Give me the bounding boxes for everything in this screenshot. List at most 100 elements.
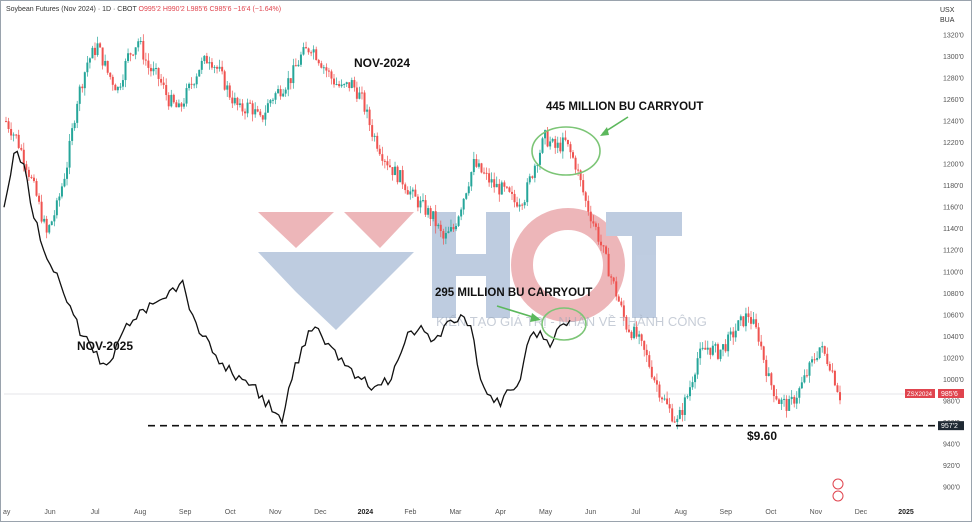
nov-2025-label: NOV-2025 [77, 339, 133, 353]
candle-body [223, 71, 226, 90]
candle-body [307, 48, 310, 53]
candle-body [582, 180, 585, 193]
candle-body [795, 397, 798, 404]
candle-body [584, 192, 587, 201]
candle-body [368, 109, 371, 126]
candle-body [640, 334, 643, 341]
candle-body [594, 223, 597, 227]
alert-icon[interactable] [832, 478, 844, 490]
candle-body [358, 92, 361, 99]
candle-body [111, 76, 114, 85]
candle-body [162, 82, 165, 86]
candle-body [823, 346, 826, 354]
candle-body [43, 218, 46, 222]
carryout-445-label: 445 MILLION BU CARRYOUT [546, 101, 703, 113]
candle-body [688, 387, 691, 397]
candle-body [752, 319, 755, 324]
x-tick-label: Aug [134, 509, 147, 516]
candle-body [696, 358, 699, 375]
candle-body [78, 86, 81, 104]
price-axis[interactable]: 1320'0 1300'0 1280'0 1260'0 1240'0 1220'0 1200… [943, 33, 964, 492]
candle-body [719, 349, 722, 359]
candle-body [836, 385, 839, 393]
y-tick-label: 1300'0 [943, 54, 964, 61]
candle-body [663, 398, 666, 400]
candle-body [12, 134, 15, 136]
x-tick-label: Oct [225, 509, 236, 516]
candle-body [447, 231, 450, 234]
candle-body [676, 418, 679, 423]
candle-body [277, 89, 280, 94]
candle-body [605, 246, 608, 254]
candle-body [780, 399, 783, 404]
symbol-title[interactable]: Soybean Futures (Nov 2024) · 1D · CBOT [6, 6, 137, 13]
candle-body [355, 87, 358, 99]
candle-body [432, 211, 435, 220]
watermark-red-triangle-left [258, 212, 334, 248]
watermark-letter-t-stem [632, 212, 656, 318]
candle-body [305, 47, 308, 49]
candle-body [261, 115, 264, 120]
candle-body [625, 316, 628, 330]
candle-body [254, 109, 257, 115]
candle-body [73, 122, 76, 129]
candle-body [231, 97, 234, 104]
y-tick-label: 1120'0 [943, 248, 963, 255]
candle-body [330, 71, 333, 79]
candle-body [607, 253, 610, 277]
candle-body [284, 89, 287, 94]
candle-body [648, 355, 651, 367]
candle-body [360, 92, 363, 94]
candle-body [213, 66, 216, 68]
candle-body [546, 130, 549, 147]
candle-body [785, 398, 788, 411]
candle-body [477, 163, 480, 167]
candle-body [180, 103, 183, 107]
candle-body [610, 276, 613, 278]
candle-body [216, 66, 219, 69]
candle-body [236, 97, 239, 106]
candle-body [381, 154, 384, 161]
arrow-295 [496, 305, 537, 319]
x-tick-label: 2025 [898, 509, 914, 516]
candle-body [287, 78, 290, 90]
watermark-letter-h-right [486, 212, 510, 318]
candle-body [322, 67, 325, 69]
candle-body [15, 134, 18, 136]
candle-body [561, 137, 564, 152]
time-axis[interactable]: ay Jun Jul Aug Sep Oct Nov Dec 2024 Feb Mar Apr May J… [3, 509, 914, 516]
candle-body [716, 344, 719, 359]
candle-body [193, 84, 196, 86]
watermark-red-triangle-right [344, 212, 414, 248]
candle-body [686, 396, 689, 398]
candle-body [366, 109, 369, 112]
chart-header: Soybean Futures (Nov 2024) · 1D · CBOT O… [6, 6, 281, 13]
candle-body [190, 83, 193, 85]
x-tick-label: May [539, 509, 553, 516]
candle-body [536, 164, 539, 166]
event-icon[interactable] [832, 490, 844, 502]
candle-body [518, 204, 521, 207]
candle-body [297, 64, 300, 67]
candle-body [205, 55, 208, 64]
candle-body [48, 225, 51, 233]
candle-body [22, 149, 25, 165]
candle-body [315, 49, 318, 61]
y-tick-label: 1280'0 [943, 76, 964, 83]
candle-body [340, 84, 343, 87]
candle-body [811, 359, 814, 363]
currency-box[interactable]: USX BUA [940, 6, 954, 26]
x-tick-label: Nov [269, 509, 282, 516]
candle-body [226, 85, 229, 90]
candle-body [701, 347, 704, 349]
y-tick-label: 1020'0 [943, 355, 964, 362]
candle-body [711, 345, 714, 355]
unit-label: BUA [940, 17, 955, 24]
carryout-295-highlight [541, 307, 587, 341]
candle-body [279, 89, 282, 97]
candle-body [185, 88, 188, 104]
candle-body [653, 377, 656, 381]
candle-body [142, 40, 145, 60]
candle-body [35, 181, 38, 196]
